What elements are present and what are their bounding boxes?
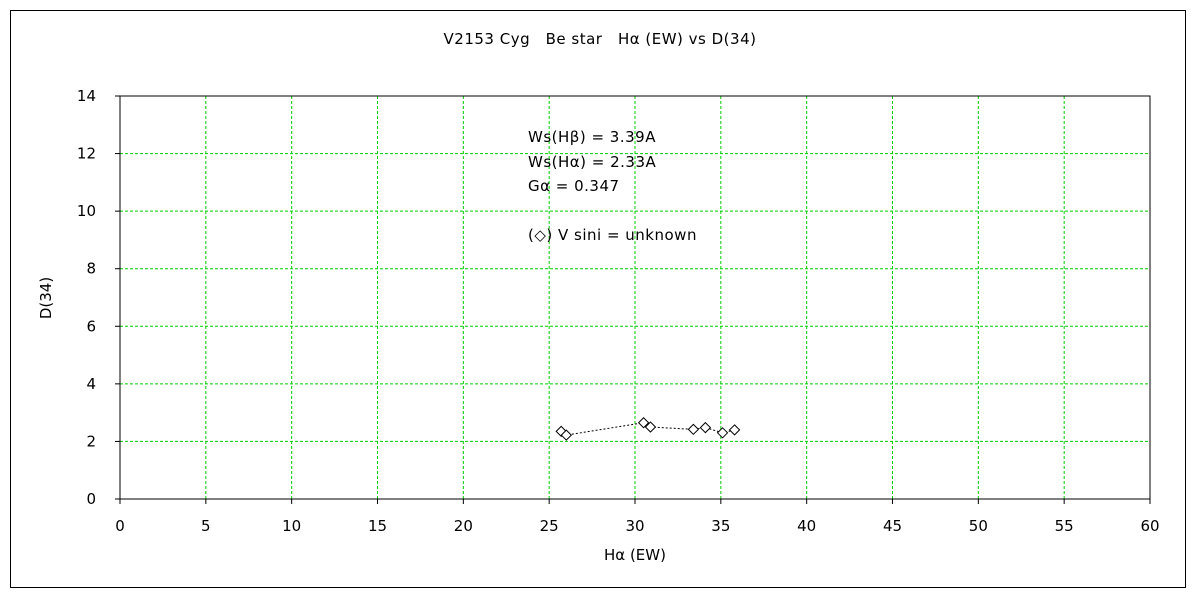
data-point-diamond [560, 429, 573, 441]
x-tick-label: 50 [969, 517, 988, 535]
data-point-diamond [728, 424, 741, 436]
y-tick-label: 4 [86, 375, 96, 393]
x-axis-label: Hα (EW) [604, 546, 666, 564]
y-tick-label: 14 [77, 87, 96, 105]
data-point-diamond [637, 417, 650, 429]
x-tick-label: 60 [1140, 517, 1159, 535]
chart-title: V2153 Cyg Be star Hα (EW) vs D(34) [443, 30, 757, 48]
y-tick-label: 12 [77, 145, 96, 163]
data-point-diamond [644, 421, 657, 433]
x-tick-label: 20 [454, 517, 473, 535]
y-tick-label: 8 [86, 260, 96, 278]
grid-layer [120, 96, 1150, 499]
x-tick-label: 5 [201, 517, 211, 535]
y-tick-label: 2 [86, 432, 96, 450]
x-tick-label: 0 [115, 517, 125, 535]
x-tick-label: 10 [282, 517, 301, 535]
x-tick-label: 15 [368, 517, 387, 535]
x-tick-label: 40 [797, 517, 816, 535]
x-tick-label: 35 [711, 517, 730, 535]
y-tick-label: 0 [86, 490, 96, 508]
x-tick-label: 25 [540, 517, 559, 535]
x-tick-label: 30 [625, 517, 644, 535]
tick-layer: 0 5 10 15 20 25 30 35 40 45 50 55 60 0 2 4 6 8 10 12 14 [77, 87, 1160, 535]
series-layer [555, 417, 741, 441]
annotation-ws-hbeta: Ws(Hβ) = 3.39A [528, 128, 656, 146]
x-tick-label: 55 [1055, 517, 1074, 535]
y-tick-label: 10 [77, 202, 96, 220]
data-point-diamond [699, 421, 712, 434]
annotation-g-alpha: Gα = 0.347 [528, 177, 620, 195]
y-tick-label: 6 [86, 317, 96, 335]
x-tick-label: 45 [883, 517, 902, 535]
annotation-ws-halpha: Ws(Hα) = 2.33A [528, 153, 657, 171]
data-point-diamond [716, 427, 729, 439]
y-axis-label: D(34) [37, 276, 55, 320]
annotation-vsini: (◇) V sini = unknown [528, 226, 697, 244]
data-point-diamond [687, 423, 700, 436]
chart-frame [10, 10, 1186, 588]
